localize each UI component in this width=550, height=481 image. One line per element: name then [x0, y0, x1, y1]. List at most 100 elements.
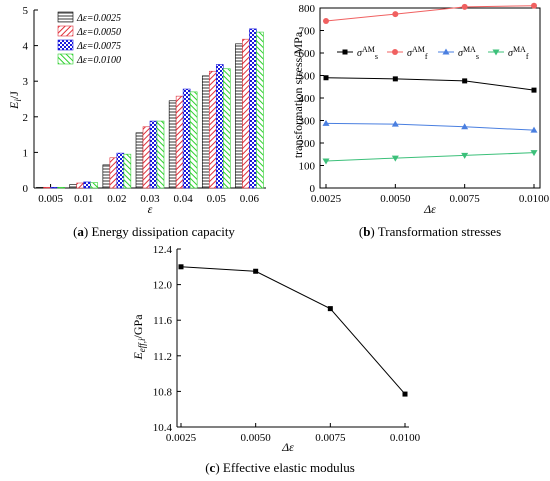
panel-b-y-tick-label: 300: [299, 116, 316, 128]
legend-marker: [492, 49, 500, 56]
panel-c-effective-modulus: Eeff,i/GPa Δε 10.4 10.8 11.2 11.6 12.0 12.4 0.…: [131, 244, 421, 454]
panel-b-frame: [319, 7, 541, 189]
series-line: [325, 152, 535, 162]
data-point: [392, 11, 399, 18]
bar: [76, 182, 85, 189]
panel-b-x-tick-label: 0.0050: [380, 193, 411, 205]
legend-swatch: [57, 11, 74, 23]
panel-b-ylabel: transformation stress/MPa: [291, 31, 305, 158]
panel-b-y-tick-label: 600: [299, 48, 316, 60]
caption-c: (c) Effective elastic modulus: [205, 460, 355, 475]
bar: [182, 88, 191, 189]
legend-marker: [442, 48, 450, 55]
panel-b-transformation-stresses: transformation stress/MPa Δε 0 100 200 300 4…: [291, 2, 550, 216]
panel-b-x-tick-label: 0.0100: [519, 193, 550, 205]
bar: [201, 75, 210, 189]
data-point: [327, 306, 333, 312]
legend-label: Δε=0.0025: [76, 13, 121, 24]
data-point: [530, 126, 538, 133]
panel-b-y-tick-label: 700: [299, 26, 316, 38]
bar: [222, 68, 231, 189]
data-point: [461, 152, 469, 159]
legend-label: σMAf: [508, 45, 529, 61]
bar: [102, 164, 111, 189]
panel-b-x-tick-label: 0.0075: [450, 193, 481, 205]
panel-b-x-tick-label: 0.0025: [311, 193, 342, 205]
panel-a-x-tick-label: 0.005: [38, 193, 63, 205]
panel-b-xlabel: Δε: [423, 202, 436, 216]
data-point: [462, 78, 468, 84]
panel-a-x-tick-label: 0.05: [207, 193, 227, 205]
bar: [123, 153, 132, 189]
panel-b-y-tick-label: 0: [310, 183, 316, 195]
data-point: [178, 264, 184, 270]
legend-label: Δε=0.0050: [76, 27, 121, 38]
panel-c-y-tick-label: 11.2: [153, 351, 172, 363]
panel-c-y-tick-label: 11.6: [153, 315, 172, 327]
panel-c-y-tick-label: 10.4: [153, 422, 173, 434]
panel-b-y-tick-label: 100: [299, 161, 316, 173]
panel-a-x-tick-label: 0.04: [174, 193, 194, 205]
data-point: [323, 75, 329, 81]
data-point: [322, 158, 330, 165]
panel-a-x-tick-label: 0.03: [140, 193, 160, 205]
panel-a-x-tick-label: 0.01: [74, 193, 93, 205]
panel-b-y-tick-label: 400: [299, 93, 316, 105]
data-point: [461, 123, 469, 130]
bar: [242, 38, 250, 189]
bar: [215, 64, 224, 189]
legend-swatch: [57, 53, 74, 65]
panel-c-x-tick-label: 0.0075: [315, 432, 346, 444]
legend-label: σMAs: [458, 45, 479, 61]
panel-a-y-tick-label: 3: [23, 76, 29, 88]
data-point: [391, 155, 399, 162]
legend-swatch: [57, 39, 74, 51]
panel-c-x-tick-label: 0.0050: [241, 432, 272, 444]
data-point: [322, 119, 330, 126]
panel-b-y-tick-label: 500: [299, 71, 316, 83]
bar: [149, 120, 158, 189]
bar: [36, 186, 44, 189]
panel-b-y-tick-label: 200: [299, 138, 316, 150]
bar: [50, 186, 58, 189]
legend-swatch: [57, 25, 74, 37]
panel-a-ylabel: Ei/J: [7, 91, 23, 110]
bar: [57, 186, 65, 189]
legend-label: σAMf: [407, 45, 428, 61]
bar: [168, 100, 177, 189]
caption-a: (a) Energy dissipation capacity: [73, 224, 235, 239]
data-point: [323, 18, 329, 25]
data-point: [531, 2, 537, 9]
series-line: [180, 266, 406, 395]
data-point: [531, 87, 537, 93]
bar: [256, 31, 264, 189]
panel-c-xlabel: Δε: [281, 440, 294, 454]
panel-a-xlabel: ε: [148, 202, 153, 216]
bar: [83, 181, 92, 189]
panel-a-y-tick-label: 0: [23, 183, 29, 195]
bar: [90, 182, 99, 189]
panel-a-x-tick-label: 0.02: [107, 193, 126, 205]
bar: [189, 91, 198, 189]
bar: [69, 184, 78, 189]
data-point: [461, 3, 468, 10]
panel-c-y-tick-label: 10.8: [153, 386, 173, 398]
panel-b-y-tick-label: 800: [299, 3, 316, 15]
bar: [249, 28, 257, 189]
series-line: [325, 5, 535, 22]
data-point: [530, 150, 538, 157]
series-line: [325, 77, 535, 91]
bar: [175, 95, 184, 189]
panel-c-x-tick-label: 0.0025: [166, 432, 197, 444]
bar: [142, 126, 151, 189]
bar: [235, 43, 243, 189]
data-point: [253, 268, 259, 274]
legend-marker: [342, 49, 348, 55]
panel-c-x-tick-label: 0.0100: [390, 432, 421, 444]
bar: [109, 157, 118, 189]
panel-a-x-tick-label: 0.06: [240, 193, 260, 205]
bar: [156, 120, 165, 189]
legend-label: Δε=0.0075: [76, 41, 121, 52]
panel-a-energy-dissipation: Ei/J ε 0 1 2 3 4 5 0.005 0.01 0.02 0.03 0.04 0.05 0.…: [7, 5, 266, 216]
